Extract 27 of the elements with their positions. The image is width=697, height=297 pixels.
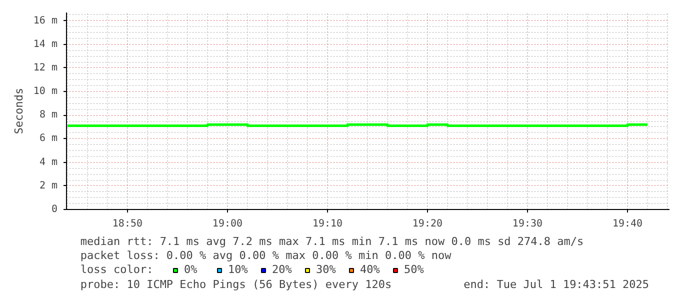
- x-tick-label: 19:10: [312, 218, 343, 230]
- text: end: Tue Jul 1 19:43:51 2025: [464, 278, 650, 291]
- x-tick-label: 19:30: [512, 218, 543, 230]
- legend-label: 50%: [404, 263, 424, 276]
- y-tick-label: 2 m: [39, 180, 58, 192]
- y-tick-label: 0: [51, 204, 58, 215]
- legend-title: loss color:: [80, 263, 154, 276]
- text: packet loss: 0.00 % avg 0.00 % max 0.00 % min 0.00 % now: [80, 249, 452, 262]
- legend-label: 30%: [316, 263, 336, 276]
- y-axis-title: Seconds: [12, 88, 26, 134]
- x-tick-label: 19:00: [212, 218, 243, 230]
- legend-label: 10%: [228, 263, 248, 276]
- y-tick-label: 4 m: [39, 156, 58, 168]
- y-tick-label: 14 m: [33, 38, 58, 50]
- x-tick-label: 18:50: [112, 218, 143, 230]
- x-tick-label: 19:40: [612, 218, 643, 230]
- y-tick-label: 6 m: [39, 133, 58, 144]
- text: probe: 10 ICMP Echo Pings (56 Bytes) every 120s: [80, 278, 392, 291]
- y-tick-label: 16 m: [33, 15, 58, 26]
- legend-label: 40%: [360, 263, 380, 276]
- y-tick-label: 10 m: [33, 86, 58, 98]
- y-tick-label: 8 m: [39, 110, 58, 121]
- y-tick-label: 12 m: [33, 62, 58, 74]
- legend-label: 0%: [184, 263, 198, 276]
- x-tick-label: 19:20: [412, 218, 443, 230]
- text: median rtt: 7.1 ms avg 7.2 ms max 7.1 ms min 7.1 ms now 0.0 ms sd 274.8 am/s: [80, 235, 584, 248]
- legend-label: 20%: [272, 263, 292, 276]
